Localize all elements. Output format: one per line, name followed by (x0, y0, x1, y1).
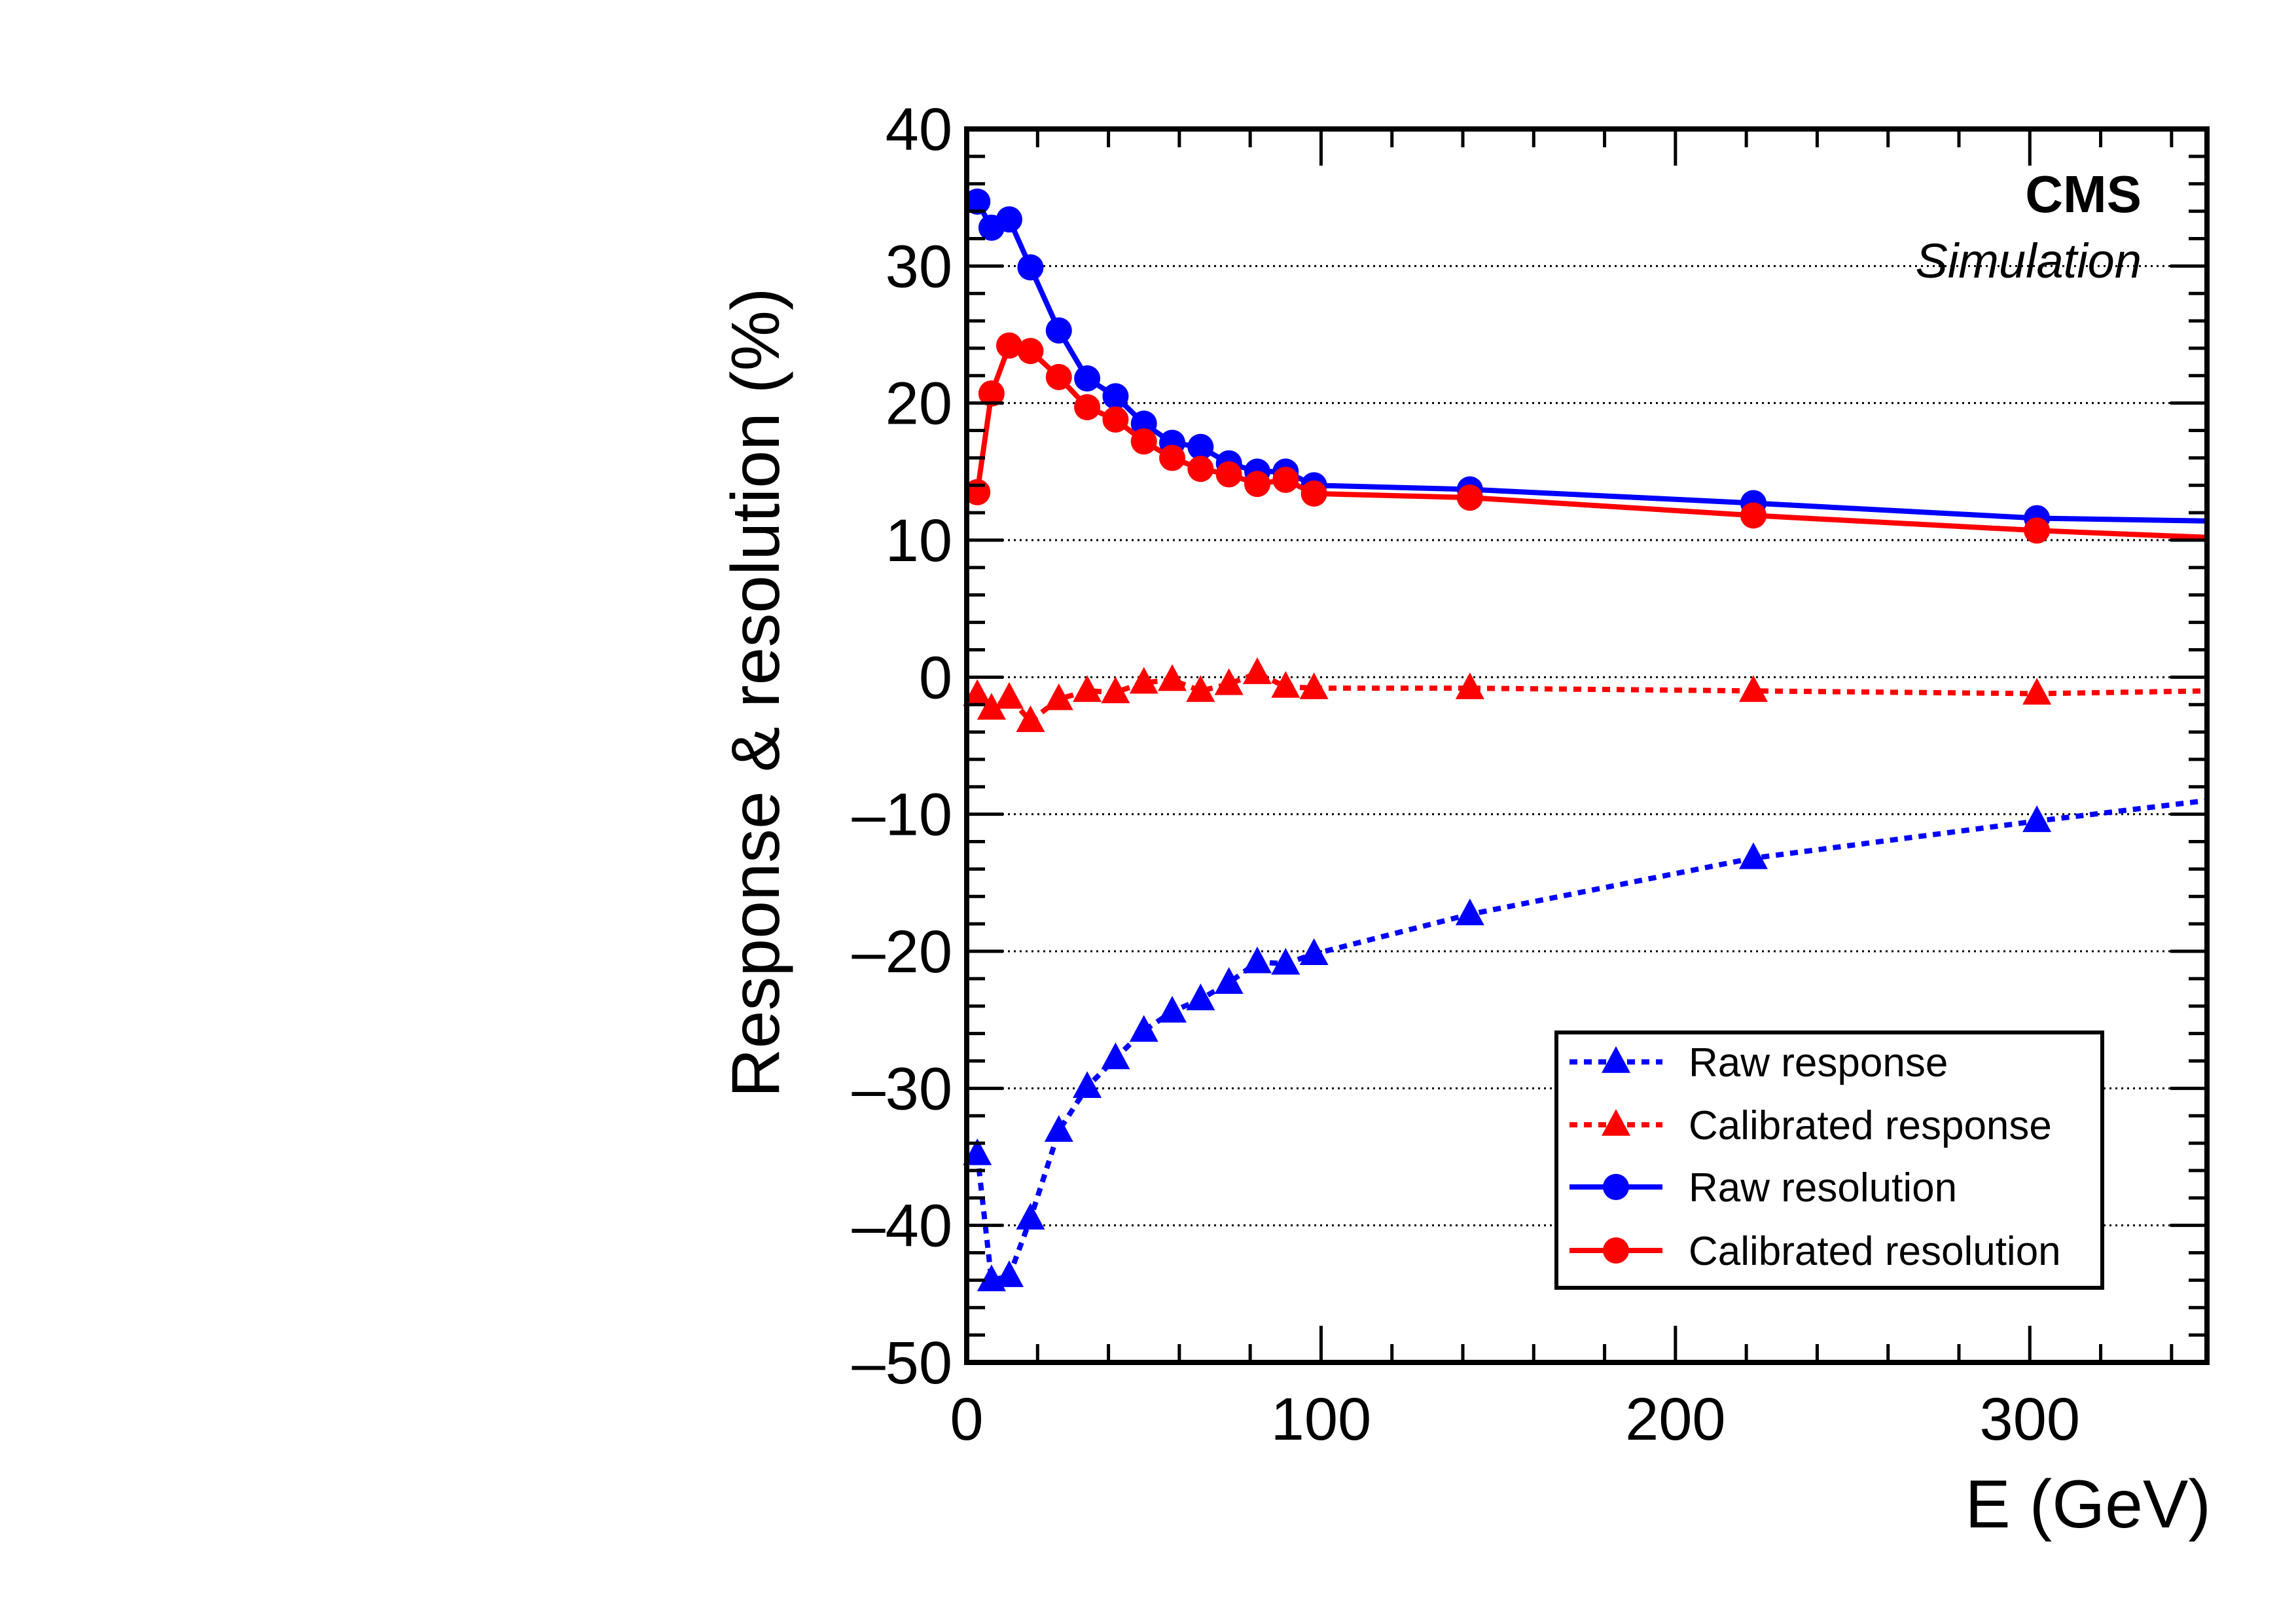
y-tick-label: 0 (919, 644, 952, 711)
data-point (1045, 363, 1072, 390)
y-tick-label: –30 (852, 1055, 953, 1122)
data-point (963, 679, 992, 706)
legend-box (1554, 1030, 2104, 1290)
data-point (1187, 433, 1214, 460)
data-point (1456, 484, 1483, 511)
legend-label: Raw response (1689, 1040, 1948, 1085)
y-tick-label: 30 (886, 233, 952, 300)
data-point (1158, 664, 1187, 691)
data-point (1738, 675, 1768, 702)
data-point (977, 693, 1006, 720)
data-point (1044, 1115, 1073, 1142)
data-point (1073, 1071, 1102, 1099)
axis-frame (964, 126, 2210, 1365)
data-point (1244, 471, 1270, 498)
data-point (1158, 996, 1187, 1023)
data-point (1129, 1015, 1158, 1042)
data-point (1299, 938, 1329, 965)
data-point (1016, 705, 1045, 733)
data-point (2024, 517, 2051, 544)
data-series (963, 188, 2208, 1292)
simulation-label: Simulation (1915, 234, 2142, 288)
data-point (1455, 672, 1484, 699)
data-point (1016, 1203, 1045, 1230)
data-point (1738, 842, 1768, 869)
data-point (1102, 406, 1129, 433)
x-tick-label: 200 (1625, 1386, 1726, 1453)
data-point (1271, 947, 1300, 975)
data-point (1017, 338, 1044, 365)
y-tick-label: 20 (886, 371, 952, 437)
data-point (1214, 668, 1244, 695)
x-tick-label: 0 (950, 1386, 983, 1453)
data-point (1102, 383, 1129, 410)
legend-marker (1603, 1237, 1629, 1264)
y-tick-label: –40 (852, 1193, 953, 1260)
plot-frame (964, 126, 2210, 1365)
data-point (2022, 678, 2052, 705)
data-point (1159, 445, 1186, 471)
data-point (1455, 898, 1484, 926)
data-point (1186, 675, 1215, 702)
data-point (963, 1138, 992, 1165)
legend-label: Calibrated response (1689, 1103, 2052, 1148)
data-point (1299, 672, 1329, 699)
data-point (1215, 461, 1242, 488)
x-tick-label: 100 (1271, 1386, 1372, 1453)
x-tick-label: 300 (1980, 1386, 2081, 1453)
data-point (996, 332, 1022, 359)
tick-labels: –50 –40 –30 –20 –10 0 10 20 30 40 0 100 200 300 (852, 96, 2081, 1453)
y-tick-label: –20 (852, 919, 953, 985)
data-point (1740, 502, 1767, 529)
data-point (1073, 675, 1102, 702)
data-point (1187, 456, 1214, 483)
data-point (1045, 317, 1072, 344)
data-point (996, 206, 1022, 233)
data-point (1300, 480, 1327, 507)
data-point (978, 380, 1005, 407)
data-point (1101, 1042, 1130, 1070)
legend: Raw response Calibrated response Raw resol… (1554, 1030, 2104, 1290)
legend-marker (1602, 1046, 1630, 1073)
cms-brand-label: CMS (2025, 165, 2142, 223)
y-tick-label: –50 (852, 1330, 953, 1396)
data-point (964, 188, 991, 215)
legend-marker (1603, 1174, 1629, 1200)
data-point (1242, 657, 1272, 684)
data-point (1186, 983, 1215, 1011)
x-axis-label: E (GeV) (1965, 1467, 2211, 1542)
data-point (1101, 676, 1130, 704)
legend-label: Calibrated resolution (1689, 1229, 2061, 1274)
series-line (975, 670, 2208, 724)
data-point (1272, 466, 1299, 493)
data-point (1129, 666, 1158, 694)
data-point (1074, 365, 1101, 392)
y-tick-label: 10 (886, 507, 952, 574)
data-point (994, 682, 1024, 709)
legend-marker (1602, 1109, 1630, 1136)
data-point (1214, 967, 1244, 994)
data-point (994, 1260, 1024, 1287)
data-point (1271, 670, 1300, 698)
data-point (1044, 683, 1073, 710)
y-tick-label: –10 (852, 782, 953, 848)
data-point (1074, 393, 1101, 420)
data-point (2022, 805, 2052, 832)
y-axis-label: Response & resolution (%) (718, 287, 794, 1097)
data-point (1242, 946, 1272, 974)
data-point (1017, 254, 1044, 281)
y-tick-label: 40 (886, 96, 952, 163)
legend-label: Raw resolution (1689, 1165, 1957, 1211)
series-line (975, 797, 2208, 1283)
data-point (1130, 428, 1157, 455)
